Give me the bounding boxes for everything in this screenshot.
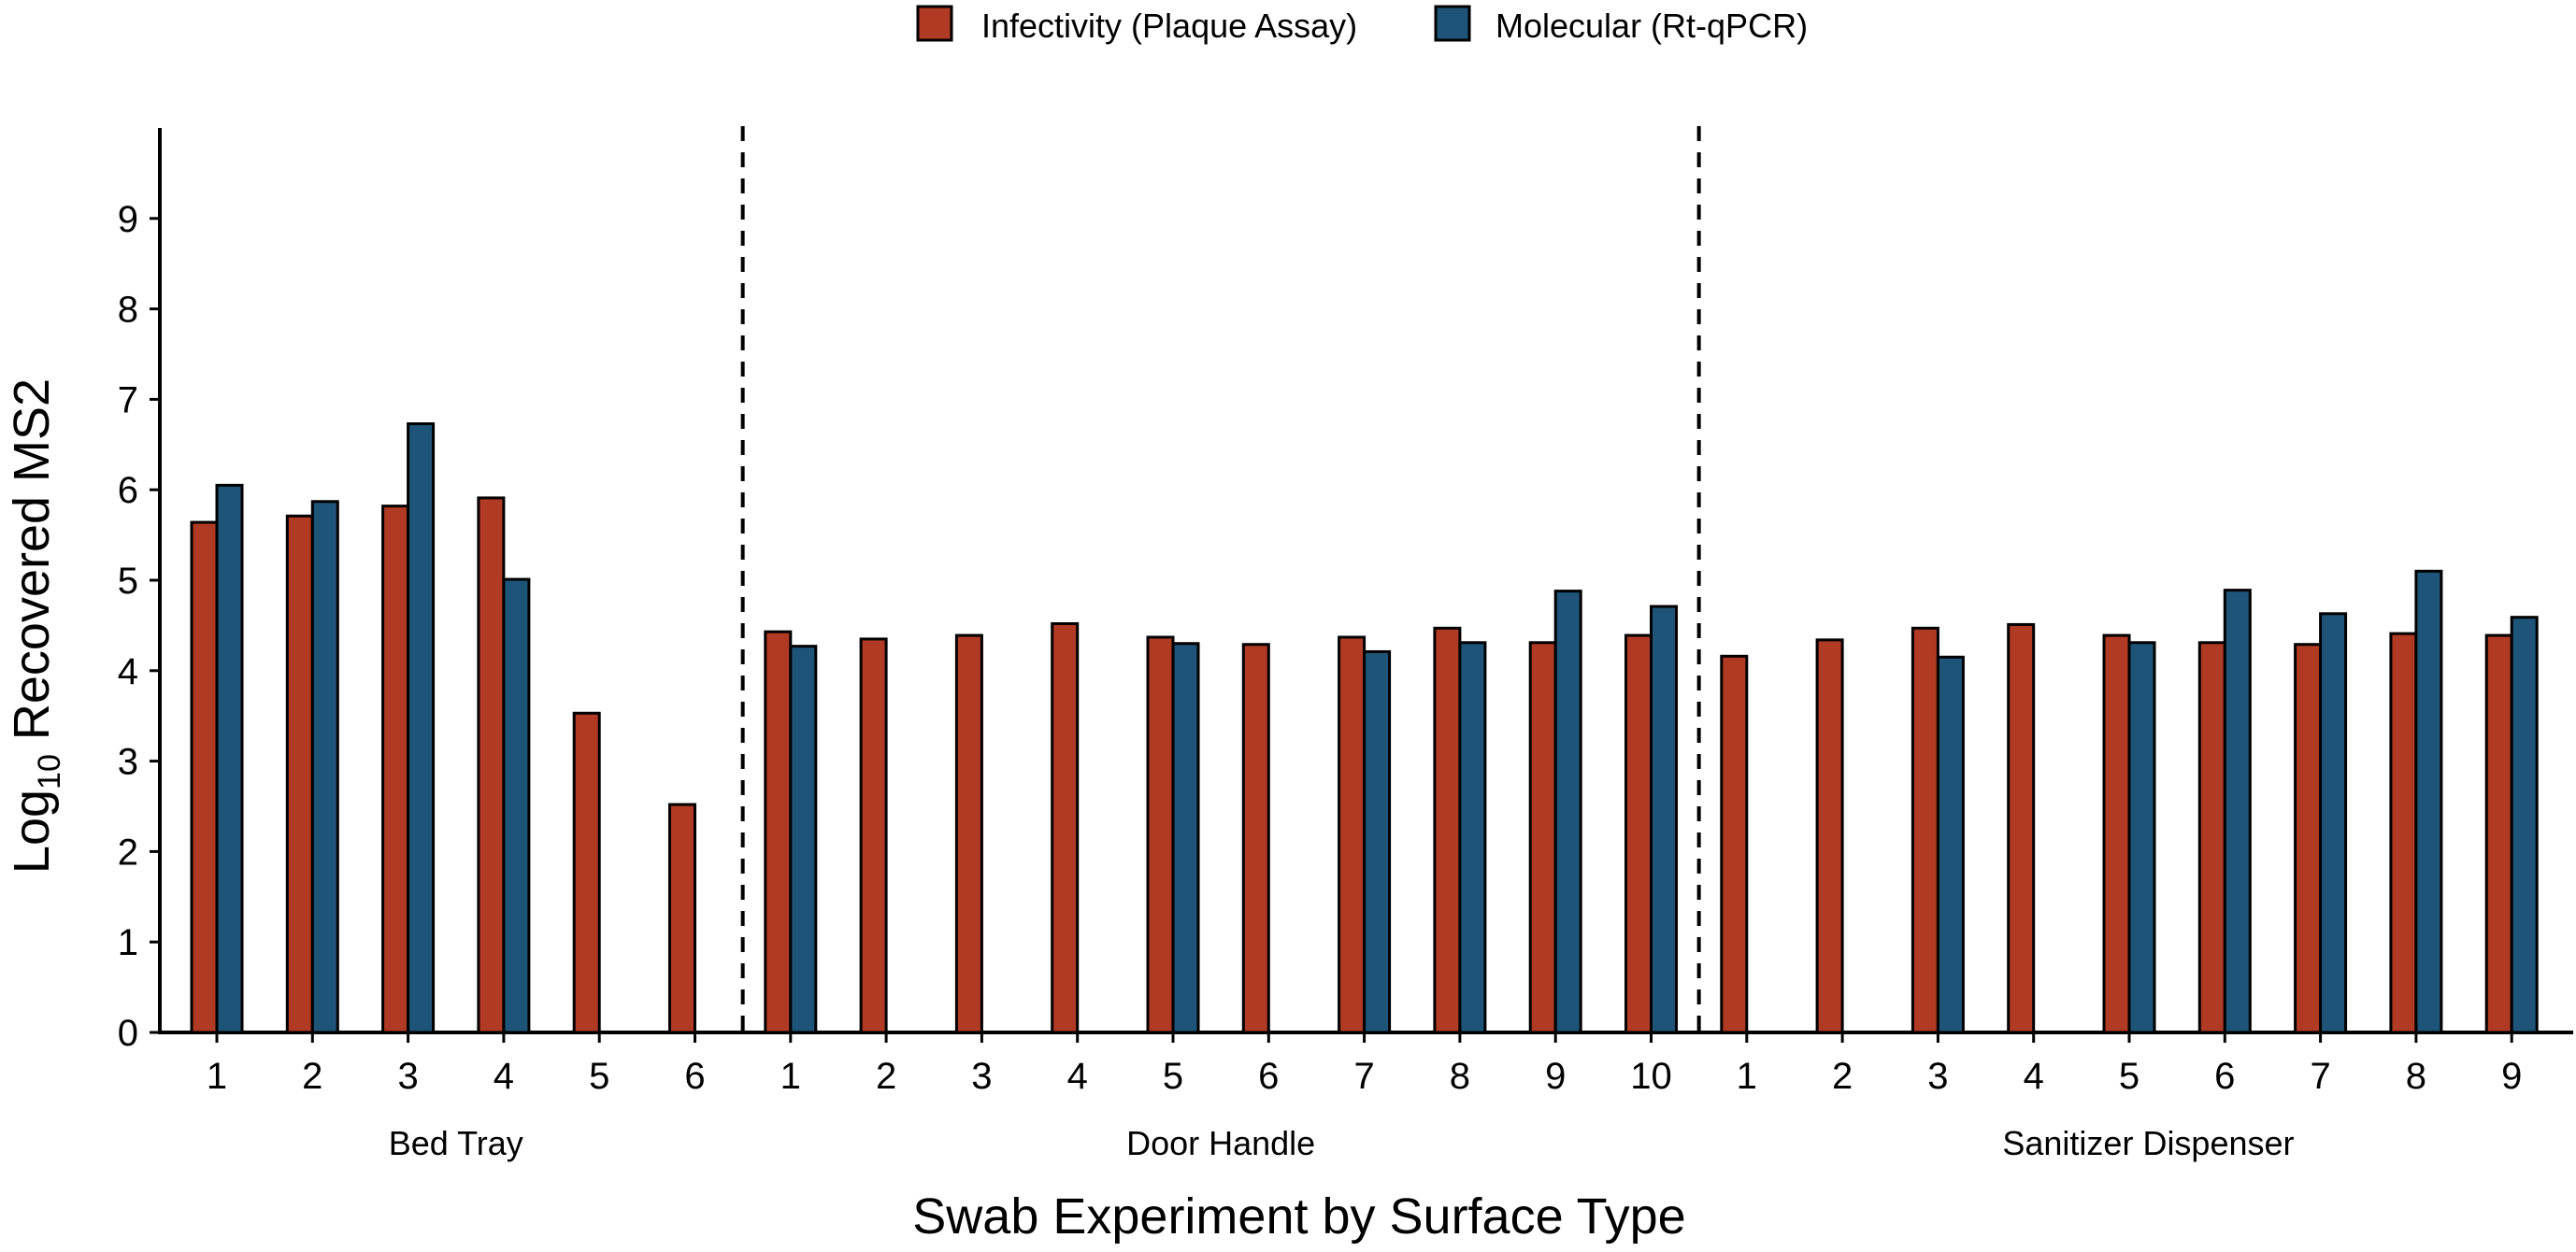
bar-molecular	[1171, 642, 1200, 1034]
bar-infectivity	[2294, 643, 2323, 1034]
bar-molecular	[215, 483, 244, 1034]
bars	[190, 422, 2539, 1034]
y-axis-title: Log10 Recovered MS2	[4, 378, 67, 874]
x-tick-label: 2	[1832, 1056, 1853, 1097]
bar-infectivity	[2484, 633, 2513, 1034]
x-tick-label: 7	[1353, 1056, 1374, 1097]
bar-infectivity	[1911, 626, 1939, 1034]
y-axis-ticks: 0 1 2 3 4 5 6 7 8 9	[118, 199, 160, 1054]
bar-infectivity	[1433, 626, 1462, 1034]
x-tick-label: 2	[302, 1056, 322, 1097]
group-label: Sanitizer Dispenser	[2002, 1124, 2294, 1162]
bar-infectivity	[1624, 633, 1653, 1034]
bar-infectivity	[764, 630, 793, 1034]
bar-molecular	[2127, 641, 2156, 1034]
x-tick-label: 6	[1258, 1056, 1279, 1097]
bar-infectivity	[2102, 633, 2131, 1034]
x-tick-label: 2	[876, 1056, 896, 1097]
y-axis-title-subscript: 10	[32, 754, 67, 790]
legend-label-infectivity: Infectivity (Plaque Assay)	[981, 7, 1357, 45]
legend-swatch-infectivity	[916, 5, 953, 42]
bar-molecular	[2510, 616, 2539, 1034]
y-tick-label: 2	[118, 832, 138, 873]
bar-infectivity	[1051, 621, 1080, 1034]
x-tick-label: 4	[1067, 1056, 1088, 1097]
x-tick-label: 3	[1927, 1056, 1948, 1097]
bar-infectivity	[381, 505, 410, 1034]
x-tick-label: 7	[2310, 1056, 2330, 1097]
x-tick-label: 5	[589, 1056, 609, 1097]
bar-molecular	[2223, 589, 2252, 1034]
x-tick-label: 5	[1163, 1056, 1183, 1097]
y-tick-label: 6	[118, 470, 138, 511]
bar-molecular	[789, 645, 818, 1034]
bar-molecular	[502, 577, 531, 1034]
x-tick-label: 3	[397, 1056, 418, 1097]
y-axis-title-log: Log	[4, 790, 60, 874]
x-tick-label: 1	[207, 1056, 227, 1097]
bar-infectivity	[1338, 635, 1367, 1034]
x-tick-label: 3	[971, 1056, 992, 1097]
x-tick-label: 4	[494, 1056, 514, 1097]
x-tick-label: 6	[684, 1056, 705, 1097]
legend: Infectivity (Plaque Assay) Molecular (Rt…	[916, 5, 1808, 45]
x-tick-label: 10	[1630, 1056, 1672, 1097]
bar-molecular	[1936, 655, 1965, 1034]
legend-swatch-molecular	[1434, 5, 1471, 42]
y-tick-label: 5	[118, 561, 138, 602]
bar-molecular	[1363, 649, 1392, 1034]
y-tick-label: 1	[118, 922, 138, 963]
y-tick-label: 9	[118, 199, 138, 240]
bar-molecular	[407, 422, 436, 1034]
bar-infectivity	[1720, 654, 1749, 1034]
group-label: Bed Tray	[389, 1124, 523, 1162]
y-axis-title-rest: Recovered MS2	[4, 378, 60, 754]
bar-infectivity	[477, 496, 506, 1034]
bar-infectivity	[2197, 641, 2226, 1034]
bar-infectivity	[190, 520, 219, 1034]
bar-molecular	[1458, 641, 1487, 1034]
bar-infectivity	[859, 637, 888, 1034]
legend-label-molecular: Molecular (Rt-qPCR)	[1496, 7, 1808, 45]
x-tick-label: 9	[2501, 1056, 2522, 1097]
bar-infectivity	[572, 711, 601, 1034]
bar-molecular	[310, 500, 339, 1034]
bar-infectivity	[1815, 638, 1844, 1034]
x-tick-label: 1	[780, 1056, 801, 1097]
bar-infectivity	[2389, 632, 2418, 1034]
bar-infectivity	[954, 633, 983, 1034]
x-axis-title: Swab Experiment by Surface Type	[912, 1188, 1685, 1245]
y-tick-label: 3	[118, 742, 138, 783]
bar-infectivity	[285, 514, 314, 1034]
bar-infectivity	[1241, 643, 1270, 1034]
x-tick-label: 8	[2406, 1056, 2426, 1097]
x-tick-label: 5	[2119, 1056, 2140, 1097]
x-tick-label: 6	[2214, 1056, 2235, 1097]
bar-infectivity	[668, 803, 696, 1034]
bar-infectivity	[1528, 641, 1557, 1034]
x-tick-label: 4	[2024, 1056, 2044, 1097]
group-separators	[740, 126, 1701, 1032]
bar-molecular	[1650, 605, 1678, 1034]
bar-infectivity	[1146, 635, 1175, 1034]
bar-molecular	[1553, 590, 1582, 1034]
bar-infectivity	[2007, 622, 2036, 1034]
bar-molecular	[2319, 612, 2348, 1034]
y-tick-label: 8	[118, 290, 138, 331]
x-tick-label: 8	[1450, 1056, 1470, 1097]
x-tick-label: 1	[1737, 1056, 1757, 1097]
x-tick-label: 9	[1545, 1056, 1566, 1097]
group-labels: Bed Tray Door Handle Sanitizer Dispenser	[389, 1124, 2295, 1162]
y-tick-label: 4	[118, 651, 138, 692]
y-tick-label: 0	[118, 1013, 138, 1054]
bar-molecular	[2414, 569, 2443, 1034]
group-label: Door Handle	[1126, 1124, 1315, 1162]
x-axis-ticks: 1 2 3 4 5 6 1 2 3 4 5 6 7 8 9 10 1 2 3 4 5 6 7 8 9	[207, 1032, 2522, 1097]
y-tick-label: 7	[118, 379, 138, 420]
